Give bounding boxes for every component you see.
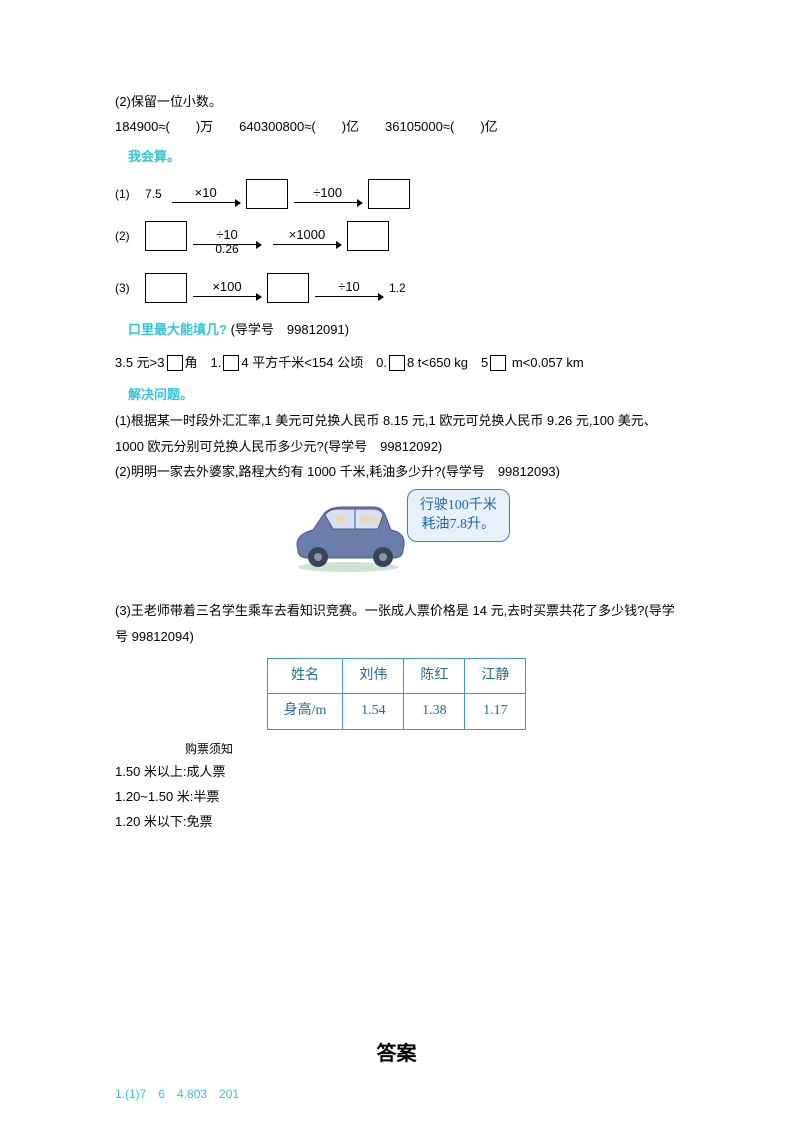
section-fill: 口里最大能填几? (导学号 99812091) [115, 318, 678, 343]
blank-small-box [389, 355, 405, 371]
car-icon [283, 495, 413, 575]
section-solve-title: 解决问题。 [115, 383, 678, 408]
fill-p1b: 角 1. [185, 355, 222, 370]
flow1-op2: ÷100 [288, 186, 368, 200]
section-calc-title: 我会算。 [115, 145, 678, 170]
table-cell: 身高/m [267, 694, 343, 730]
arrow-block: ÷10 0.26 [187, 228, 267, 245]
notice-r1: 1.50 米以上:成人票 [115, 760, 678, 785]
table-row: 姓名 刘伟 陈红 江静 [267, 658, 526, 694]
flow3-op2: ÷10 [309, 280, 389, 294]
blank-box [246, 179, 288, 209]
q2-prefix: (2)保留一位小数。 [115, 90, 678, 115]
flow2-label: (2) [115, 225, 145, 248]
q2-line: 184900≈( )万 640300800≈( )亿 36105000≈( )亿 [115, 115, 678, 140]
table-header: 江静 [465, 658, 526, 694]
flow1-start: 7.5 [145, 183, 162, 206]
blank-box [347, 221, 389, 251]
height-table: 姓名 刘伟 陈红 江静 身高/m 1.54 1.38 1.17 [267, 658, 527, 730]
solve-q1: (1)根据某一时段外汇汇率,1 美元可兑换人民币 8.15 元,1 欧元可兑换人… [115, 408, 678, 460]
flow1-op1: ×10 [166, 186, 246, 200]
arrow-block: ×100 [187, 280, 267, 297]
flow2-mid: 0.26 [215, 238, 238, 261]
notice-title: 购票须知 [185, 738, 678, 761]
flow-diagram-2: (2) ÷10 0.26 ×1000 [115, 218, 678, 254]
flow1-label: (1) [115, 183, 145, 206]
fill-ref: (导学号 99812091) [231, 322, 350, 337]
arrow-block: ×10 [166, 186, 246, 203]
blank-small-box [167, 355, 183, 371]
blank-box [368, 179, 410, 209]
flow-diagram-1: (1) 7.5 ×10 ÷100 [115, 176, 678, 212]
notice-r3: 1.20 米以下:免票 [115, 810, 678, 835]
arrow-block: ÷100 [288, 186, 368, 203]
section-fill-title: 口里最大能填几? [128, 322, 227, 337]
bubble-line2: 耗油7.8升。 [422, 517, 496, 532]
speech-bubble: 行驶100千米 耗油7.8升。 [407, 489, 510, 542]
question-2: (2)保留一位小数。 184900≈( )万 640300800≈( )亿 36… [115, 90, 678, 139]
table-header: 姓名 [267, 658, 343, 694]
arrow-block: ÷10 [309, 280, 389, 297]
table-cell: 1.38 [404, 694, 465, 730]
blank-small-box [490, 355, 506, 371]
table-cell: 1.54 [343, 694, 404, 730]
flow3-label: (3) [115, 277, 145, 300]
blank-box [145, 221, 187, 251]
flow-diagram-3: (3) ×100 ÷10 1.2 [115, 270, 678, 306]
blank-box [145, 273, 187, 303]
fill-p1: 3.5 元>3 [115, 355, 165, 370]
flow3-op1: ×100 [187, 280, 267, 294]
notice-r2: 1.20~1.50 米:半票 [115, 785, 678, 810]
flow2-op2: ×1000 [267, 228, 347, 242]
table-header: 刘伟 [343, 658, 404, 694]
table-row: 身高/m 1.54 1.38 1.17 [267, 694, 526, 730]
answer-line: 1.(1)7 6 4.803 201 [115, 1083, 678, 1106]
flow3-end: 1.2 [389, 277, 406, 300]
bubble-line1: 行驶100千米 [420, 498, 497, 513]
table-header: 陈红 [404, 658, 465, 694]
fill-line: 3.5 元>3角 1.4 平方千米<154 公顷 0.8 t<650 kg 5 … [115, 351, 678, 376]
blank-box [267, 273, 309, 303]
arrow-block: ×1000 [267, 228, 347, 245]
table-cell: 1.17 [465, 694, 526, 730]
fill-p4: m<0.057 km [508, 355, 584, 370]
answer-title: 答案 [115, 1035, 678, 1073]
solve-q2: (2)明明一家去外婆家,路程大约有 1000 千米,耗油多少升?(导学号 998… [115, 460, 678, 485]
car-illustration: 行驶100千米 耗油7.8升。 [115, 495, 678, 584]
ticket-notice: 购票须知 [185, 738, 678, 761]
fill-p3: 8 t<650 kg 5 [407, 355, 488, 370]
blank-small-box [223, 355, 239, 371]
solve-q3: (3)王老师带着三名学生乘车去看知识竞赛。一张成人票价格是 14 元,去时买票共… [115, 598, 678, 650]
fill-p2: 4 平方千米<154 公顷 0. [241, 355, 387, 370]
